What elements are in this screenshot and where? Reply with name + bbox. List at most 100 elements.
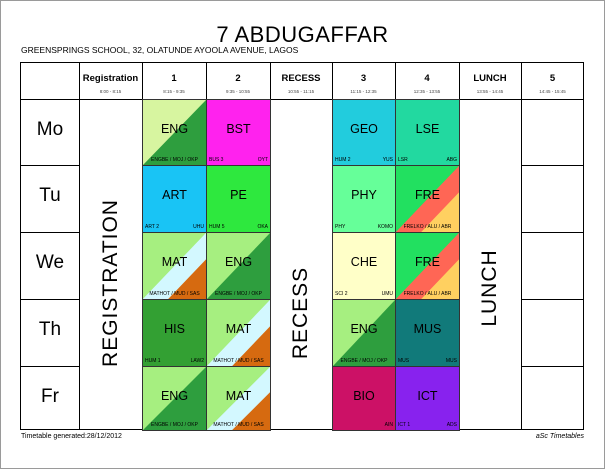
lesson-room: ENGBE / MOJ / OKP (215, 291, 262, 297)
lesson-cell: PHY PHY KOMO (332, 165, 396, 233)
lesson-subject: FRE (415, 255, 440, 269)
lesson-background (143, 300, 206, 366)
lesson-color-band (207, 166, 270, 232)
lesson-cell: PE HUM 5 OKA (206, 165, 271, 233)
column-name: 1 (171, 73, 177, 84)
day-label-mo: Mo (36, 119, 64, 140)
lesson-subject: ICT (417, 389, 438, 403)
column-name: 3 (360, 73, 367, 84)
lesson-details: ENGBE / MOJ / OKP (335, 358, 393, 364)
lesson-background (207, 300, 270, 366)
lesson-cell: MUS MUS MUS (395, 299, 460, 367)
timetable-grid: Registration 8:00 - 8:15 1 8:15 - 9:35 2 9:35… (20, 62, 584, 431)
lesson-color-band (143, 367, 206, 430)
lesson-subject: MUS (413, 322, 442, 336)
lesson-color-band (333, 367, 395, 430)
lesson-subject: BIO (353, 389, 375, 403)
lesson-background (143, 233, 206, 299)
lesson-details: HUM 1 LAW2 (145, 358, 204, 364)
lesson-cell: MAT MATHOT / MUD / SAS (142, 232, 207, 300)
grid-hline (21, 232, 79, 233)
lesson-background (333, 367, 395, 430)
lesson-cell: MAT MATHOT / MUD / SAS (206, 366, 271, 431)
grid-hline (21, 299, 79, 300)
lesson-subject: CHE (350, 255, 378, 269)
lesson-background (207, 100, 270, 165)
lesson-room: HUM 1 (145, 358, 161, 364)
lesson-details: BUS 3 OYT (209, 157, 268, 163)
day-label-fr: Fr (41, 386, 59, 407)
lesson-room: BUS 3 (209, 157, 224, 163)
lesson-color-band (333, 100, 395, 165)
lesson-color-band (232, 326, 270, 366)
lesson-subject: HIS (164, 322, 185, 336)
lesson-color-band (396, 100, 459, 165)
lesson-subject: ENG (224, 255, 253, 269)
lesson-cell: ENG ENGBE / MOJ / OKP (332, 299, 396, 367)
lesson-room: LSR (398, 157, 408, 163)
lesson-color-band (333, 166, 395, 232)
lesson-background (143, 367, 206, 430)
lesson-cell: ENG ENGBE / MOJ / OKP (142, 99, 207, 166)
lesson-background (333, 300, 395, 366)
lesson-room: MATHOT / MUD / SAS (149, 291, 200, 297)
column-header: 2 9:35 - 10:55 (206, 63, 270, 94)
lesson-details: MUS MUS (398, 358, 457, 364)
column-name: 2 (235, 73, 241, 84)
lesson-teacher: AIN (384, 422, 393, 428)
grid-hline (521, 299, 584, 300)
column-time: 8:15 - 9:35 (163, 89, 185, 94)
lesson-teacher: UHU (193, 224, 204, 230)
lesson-cell: ART ART 2 UHU (142, 165, 207, 233)
grid-vline (521, 63, 522, 430)
lesson-cell: BIO AIN (332, 366, 396, 431)
day-label-we: We (35, 252, 65, 273)
lesson-details: HUM 2 YUS (335, 157, 393, 163)
lesson-cell: ICT ICT 1 ADS (395, 366, 460, 431)
lesson-cell: FRE FRELKO / ALU / ABR (395, 232, 460, 300)
lesson-details: MATHOT / MUD / SAS (209, 358, 268, 364)
lesson-details: ART 2 UHU (145, 224, 204, 230)
lesson-details: MATHOT / MUD / SAS (209, 422, 268, 428)
lesson-cell: ENG ENGBE / MOJ / OKP (142, 366, 207, 431)
lesson-color-band (333, 300, 395, 366)
lesson-room: ENGBE / MOJ / OKP (151, 157, 198, 163)
column-header: RECESS 10:55 - 11:15 (270, 63, 332, 94)
column-time: 8:00 - 8:15 (99, 89, 122, 94)
lesson-details: PHY KOMO (335, 224, 393, 230)
lesson-teacher: OKA (257, 224, 268, 230)
grid-hline (521, 366, 584, 367)
lesson-cell: GEO HUM 2 YUS (332, 99, 396, 166)
lesson-subject: ART (162, 188, 187, 202)
lesson-cell: BST BUS 3 OYT (206, 99, 271, 166)
column-name: Registration (82, 73, 139, 84)
column-name: 5 (549, 73, 556, 84)
lesson-color-band (143, 166, 206, 232)
grid-hline (21, 366, 79, 367)
lesson-teacher: MUS (445, 358, 457, 364)
lesson-subject: ENG (160, 389, 189, 403)
lesson-background (143, 100, 206, 165)
lesson-subject: ENG (350, 322, 378, 336)
lesson-details: AIN (335, 422, 393, 428)
lesson-background (333, 100, 395, 165)
lesson-background (207, 166, 270, 232)
lesson-cell: HIS HUM 1 LAW2 (142, 299, 207, 367)
lesson-background (396, 233, 459, 299)
lesson-details: LSR ABG (398, 157, 457, 163)
lesson-background (396, 300, 459, 366)
grid-hline (21, 99, 584, 100)
day-label-tu: Tu (39, 185, 61, 206)
lesson-details: MATHOT / MUD / SAS (145, 291, 204, 297)
lesson-background (207, 367, 270, 430)
lesson-teacher: ABG (446, 157, 457, 163)
column-name: LUNCH (473, 73, 507, 84)
lesson-details: SCI 2 UMU (335, 291, 393, 297)
column-name: 4 (424, 73, 430, 84)
lesson-room: FRELKO / ALU / ABR (403, 291, 452, 297)
lesson-subject: BST (226, 122, 251, 136)
lesson-background (207, 233, 270, 299)
lesson-cell: FRE FRELKO / ALU / ABR (395, 165, 460, 233)
lesson-teacher: OYT (257, 157, 268, 163)
lesson-subject: MAT (161, 255, 188, 269)
